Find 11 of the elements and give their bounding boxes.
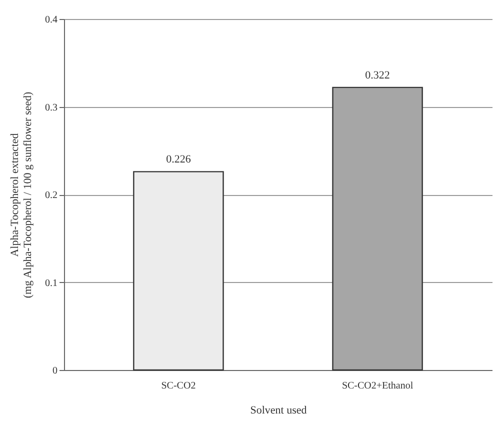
data-label: 0.226 (166, 154, 192, 166)
data-label: 0.322 (365, 69, 390, 82)
y-tick-label: 0.1 (45, 278, 58, 289)
y-tick-label: 0.4 (45, 14, 58, 26)
x-axis-title: Solvent used (250, 404, 308, 416)
x-tick-label: SC-CO2 (161, 380, 196, 392)
y-tick-label: 0 (52, 366, 58, 376)
y-tick-label: 0.3 (45, 102, 58, 114)
y-tick-label: 0.2 (45, 190, 58, 201)
x-tick-label: SC-CO2+Ethanol (342, 380, 414, 392)
y-axis-title: Alpha-Tocopherol extracted (mg Alpha-Tocopherol / 100 g sunflower seed) (9, 91, 34, 298)
